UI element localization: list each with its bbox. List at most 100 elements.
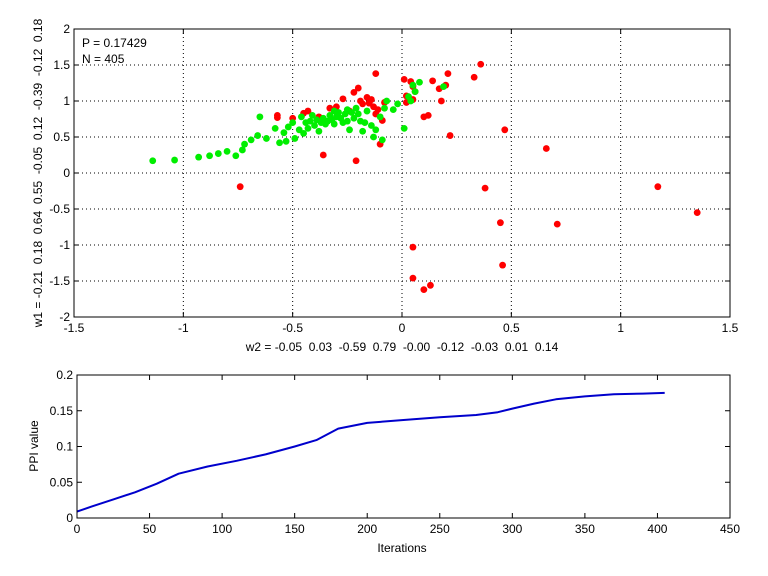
scatter-point-green (247, 136, 255, 144)
line-x-tick-label: 150 (285, 522, 305, 536)
scatter-point-green (350, 114, 358, 122)
scatter-point-red (420, 286, 428, 294)
scatter-point-red (339, 95, 347, 103)
scatter-annotation-n: N = 405 (82, 52, 125, 66)
scatter-point-red (553, 220, 561, 228)
scatter-point-green (291, 135, 299, 142)
scatter-y-tick-label: -1.5 (49, 274, 70, 288)
scatter-y-tick-label: 0.5 (53, 130, 70, 144)
line-series (76, 391, 665, 513)
scatter-point-green (416, 78, 423, 86)
scatter-point-red (400, 76, 408, 83)
scatter-point-green (407, 97, 415, 105)
scatter-point-green (330, 120, 338, 128)
scatter-x-axis-label: w2 = -0.05 0.03 -0.59 0.79 -0.00 -0.12 -… (245, 340, 559, 354)
line-y-tick-label: 0.2 (56, 368, 73, 382)
scatter-point-green (440, 83, 447, 90)
scatter-plot: -1.5 -1 -0.5 0 0.5 1 1.5-2-1.5-1-0.500.511.52 … (31, 18, 739, 354)
scatter-point-green (223, 148, 231, 155)
scatter-point-red (304, 107, 312, 115)
scatter-point-green (254, 132, 262, 139)
line-x-tick-label: 0 (74, 522, 81, 536)
scatter-point-green (171, 156, 178, 164)
scatter-point-red (352, 157, 360, 165)
line-plot-area (77, 375, 730, 518)
scatter-point-red (273, 112, 281, 119)
scatter-y-axis-label: w1 = -0.21 0.18 0.64 0.55 -0.05 0.12 -0.… (31, 18, 45, 328)
scatter-y-tick-label: -0.5 (49, 202, 70, 216)
line-x-tick-label: 300 (502, 522, 522, 536)
line-x-tick-label: 100 (212, 522, 232, 536)
scatter-point-green (330, 107, 338, 115)
scatter-point-green (306, 117, 314, 125)
scatter-point-green (346, 126, 353, 134)
scatter-y-tick-label: 1 (63, 94, 70, 108)
line-x-tick-label: 200 (357, 522, 377, 536)
scatter-x-tick-label: 1.5 (722, 321, 739, 335)
scatter-point-green (308, 112, 316, 119)
scatter-annotation-p: P = 0.17429 (82, 36, 147, 50)
scatter-points (149, 60, 701, 294)
scatter-point-red (427, 281, 434, 289)
scatter-point-green (400, 124, 408, 132)
line-y-tick-label: 0.15 (50, 404, 74, 418)
scatter-point-green (389, 106, 397, 114)
scatter-point-green (409, 81, 417, 89)
scatter-point-red (372, 70, 380, 78)
scatter-point-green (232, 152, 240, 160)
line-x-tick-label: 250 (430, 522, 450, 536)
scatter-y-tick-label: -1 (59, 238, 70, 252)
scatter-point-green (394, 100, 402, 108)
scatter-point-red (236, 183, 244, 191)
scatter-x-tick-label: -0.5 (282, 321, 303, 335)
scatter-point-green (354, 110, 362, 118)
scatter-point-red (470, 73, 478, 81)
scatter-point-red (444, 70, 452, 78)
scatter-point-green (241, 140, 248, 148)
line-x-tick-label: 400 (647, 522, 667, 536)
scatter-point-green (289, 119, 297, 126)
scatter-point-green (276, 139, 283, 147)
scatter-point-red (350, 88, 358, 96)
scatter-y-tick-label: 2 (63, 22, 70, 36)
scatter-point-green (311, 122, 318, 129)
scatter-point-green (271, 124, 279, 132)
scatter-point-green (206, 152, 213, 160)
scatter-point-green (359, 127, 367, 135)
line-y-axis-label: PPI value (27, 420, 41, 472)
scatter-point-green (343, 117, 351, 125)
scatter-point-red (424, 112, 432, 119)
scatter-point-red (374, 106, 382, 114)
ppi-curve (76, 391, 665, 513)
scatter-point-red (409, 243, 417, 251)
scatter-point-green (238, 146, 246, 154)
scatter-point-green (372, 126, 380, 134)
scatter-x-tick-label: -1.5 (64, 321, 85, 335)
scatter-x-tick-label: 0.5 (503, 321, 520, 335)
scatter-point-red (499, 261, 506, 269)
scatter-point-green (300, 130, 307, 137)
scatter-point-green (348, 109, 356, 116)
scatter-point-green (361, 119, 369, 126)
scatter-point-green (298, 113, 305, 121)
scatter-x-tick-label: 0 (399, 321, 406, 335)
scatter-point-green (304, 124, 312, 132)
scatter-ticks: -1.5 -1 -0.5 0 0.5 1 1.5-2-1.5-1-0.500.511.52 (49, 22, 738, 335)
scatter-y-tick-label: 1.5 (53, 58, 70, 72)
line-x-tick-label: 50 (143, 522, 157, 536)
line-x-axis-label: Iterations (377, 541, 426, 555)
scatter-point-red (497, 219, 504, 227)
scatter-point-red (693, 209, 701, 217)
scatter-point-green (282, 137, 290, 145)
scatter-x-tick-label: 1 (617, 321, 624, 335)
scatter-point-red (501, 126, 509, 134)
scatter-point-red (367, 96, 375, 103)
line-y-tick-label: 0.1 (56, 440, 73, 454)
scatter-point-green (284, 123, 292, 131)
scatter-point-red (477, 60, 485, 68)
scatter-point-red (481, 184, 489, 192)
scatter-point-green (367, 122, 375, 129)
scatter-point-green (370, 133, 377, 141)
scatter-point-green (378, 136, 386, 144)
